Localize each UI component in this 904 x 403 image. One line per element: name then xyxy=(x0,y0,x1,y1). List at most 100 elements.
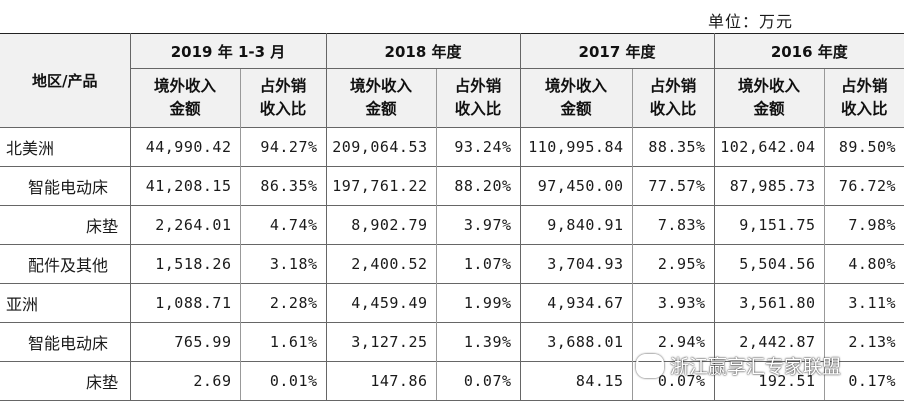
amount-cell: 192.51 xyxy=(713,361,825,401)
table-row: 床垫 2,264.01 4.74% 8,902.79 3.97% 9,840.91 7.83… xyxy=(0,205,904,245)
ratio-cell: 3.93% xyxy=(631,283,715,323)
revenue-table: 地区/产品 2019 年 1-3 月 2018 年度 2017 年度 2016 … xyxy=(0,33,904,401)
amount-cell: 3,704.93 xyxy=(519,244,633,284)
amount-cell: 3,561.80 xyxy=(713,283,825,323)
period-header-2018: 2018 年度 xyxy=(325,33,521,69)
amount-cell: 1,088.71 xyxy=(129,283,240,323)
subheader-ratio-line: 收入比 xyxy=(259,100,307,118)
ratio-cell: 0.01% xyxy=(239,361,327,401)
ratio-cell: 3.97% xyxy=(435,205,521,245)
subheader-amount-line: 境外收入 xyxy=(545,77,608,95)
period-header-2017: 2017 年度 xyxy=(519,33,715,69)
amount-cell: 97,450.00 xyxy=(519,166,633,206)
amount-cell: 87,985.73 xyxy=(713,166,825,206)
ratio-cell: 2.28% xyxy=(239,283,327,323)
row-label: 亚洲 xyxy=(0,283,131,323)
row-label: 床垫 xyxy=(0,205,131,245)
period-header-2019q1: 2019 年 1-3 月 xyxy=(129,33,327,69)
amount-cell: 209,064.53 xyxy=(325,127,437,167)
table-row: 北美洲 44,990.42 94.27% 209,064.53 93.24% 110,99… xyxy=(0,127,904,167)
amount-cell: 3,688.01 xyxy=(519,322,633,362)
ratio-cell: 7.98% xyxy=(823,205,904,245)
ratio-cell: 7.83% xyxy=(631,205,715,245)
amount-cell: 5,504.56 xyxy=(713,244,825,284)
subheader-ratio-line: 占外销 xyxy=(454,77,502,95)
amount-cell: 2.69 xyxy=(129,361,240,401)
table-body: 北美洲 44,990.42 94.27% 209,064.53 93.24% 110,99… xyxy=(0,127,904,401)
amount-cell: 1,518.26 xyxy=(129,244,240,284)
amount-cell: 102,642.04 xyxy=(713,127,825,167)
table-row: 亚洲 1,088.71 2.28% 4,459.49 1.99% 4,934.67 3.93… xyxy=(0,283,904,323)
amount-cell: 84.15 xyxy=(519,361,633,401)
subheader-ratio-line: 占外销 xyxy=(259,77,307,95)
amount-cell: 9,151.75 xyxy=(713,205,825,245)
table-header: 地区/产品 2019 年 1-3 月 2018 年度 2017 年度 2016 … xyxy=(0,33,904,128)
subheader-ratio-line: 收入比 xyxy=(649,100,697,118)
subheader-ratio: 占外销 收入比 xyxy=(239,68,327,128)
unit-label: 单位：万元 xyxy=(708,12,794,31)
corner-header: 地区/产品 xyxy=(0,33,131,128)
ratio-cell: 88.35% xyxy=(631,127,715,167)
ratio-cell: 2.95% xyxy=(631,244,715,284)
ratio-cell: 93.24% xyxy=(435,127,521,167)
ratio-cell: 0.07% xyxy=(631,361,715,401)
ratio-cell: 1.07% xyxy=(435,244,521,284)
subheader-ratio-line: 占外销 xyxy=(841,77,888,95)
amount-cell: 4,934.67 xyxy=(519,283,633,323)
amount-cell: 9,840.91 xyxy=(519,205,633,245)
watermark: 浙江赢享汇专家联盟 xyxy=(636,352,841,379)
ratio-cell: 1.99% xyxy=(435,283,521,323)
subheader-ratio-line: 占外销 xyxy=(649,77,697,95)
subheader-amount: 境外收入 金额 xyxy=(325,68,437,128)
amount-cell: 41,208.15 xyxy=(129,166,240,206)
row-label: 北美洲 xyxy=(0,127,131,167)
row-label: 智能电动床 xyxy=(0,166,131,206)
amount-cell: 4,459.49 xyxy=(325,283,437,323)
ratio-cell: 4.80% xyxy=(823,244,904,284)
ratio-cell: 89.50% xyxy=(823,127,904,167)
ratio-cell: 3.18% xyxy=(239,244,327,284)
row-label: 床垫 xyxy=(0,361,131,401)
amount-cell: 197,761.22 xyxy=(325,166,437,206)
ratio-cell: 0.17% xyxy=(823,361,904,401)
subheader-ratio: 占外销 收入比 xyxy=(823,68,904,128)
ratio-cell: 1.61% xyxy=(239,322,327,362)
row-label: 智能电动床 xyxy=(0,322,131,362)
amount-cell: 44,990.42 xyxy=(129,127,240,167)
ratio-cell: 86.35% xyxy=(239,166,327,206)
ratio-cell: 94.27% xyxy=(239,127,327,167)
ratio-cell: 88.20% xyxy=(435,166,521,206)
ratio-cell: 1.39% xyxy=(435,322,521,362)
amount-cell: 3,127.25 xyxy=(325,322,437,362)
amount-cell: 8,902.79 xyxy=(325,205,437,245)
amount-cell: 765.99 xyxy=(129,322,240,362)
table-row: 智能电动床 41,208.15 86.35% 197,761.22 88.20% 97,4… xyxy=(0,166,904,206)
subheader-ratio-line: 收入比 xyxy=(454,100,502,118)
subheader-amount-line: 金额 xyxy=(365,100,397,118)
amount-cell: 2,264.01 xyxy=(129,205,240,245)
watermark-text: 浙江赢享汇专家联盟 xyxy=(670,356,842,378)
subheader-amount-line: 金额 xyxy=(560,100,592,118)
ratio-cell: 0.07% xyxy=(435,361,521,401)
subheader-amount: 境外收入 金额 xyxy=(519,68,633,128)
table-row: 配件及其他 1,518.26 3.18% 2,400.52 1.07% 3,704.93 2… xyxy=(0,244,904,284)
subheader-amount-line: 境外收入 xyxy=(350,77,413,95)
subheader-ratio: 占外销 收入比 xyxy=(631,68,715,128)
amount-cell: 147.86 xyxy=(325,361,437,401)
ratio-cell: 3.11% xyxy=(823,283,904,323)
subheader-amount: 境外收入 金额 xyxy=(129,68,240,128)
ratio-cell: 2.13% xyxy=(823,322,904,362)
amount-cell: 2,442.87 xyxy=(713,322,825,362)
table-row: 智能电动床 765.99 1.61% 3,127.25 1.39% 3,688.01 2.9… xyxy=(0,322,904,362)
ratio-cell: 77.57% xyxy=(631,166,715,206)
wechat-icon xyxy=(636,353,664,378)
subheader-ratio: 占外销 收入比 xyxy=(435,68,521,128)
subheader-amount-line: 境外收入 xyxy=(153,77,216,95)
table-row: 床垫 2.69 0.01% 147.86 0.07% 84.15 0.07% 192.51 0.… xyxy=(0,361,904,401)
subheader-amount: 境外收入 金额 xyxy=(713,68,825,128)
row-label: 配件及其他 xyxy=(0,244,131,284)
subheader-amount-line: 金额 xyxy=(753,100,785,118)
ratio-cell: 76.72% xyxy=(823,166,904,206)
amount-cell: 2,400.52 xyxy=(325,244,437,284)
period-header-2016: 2016 年度 xyxy=(713,33,904,69)
